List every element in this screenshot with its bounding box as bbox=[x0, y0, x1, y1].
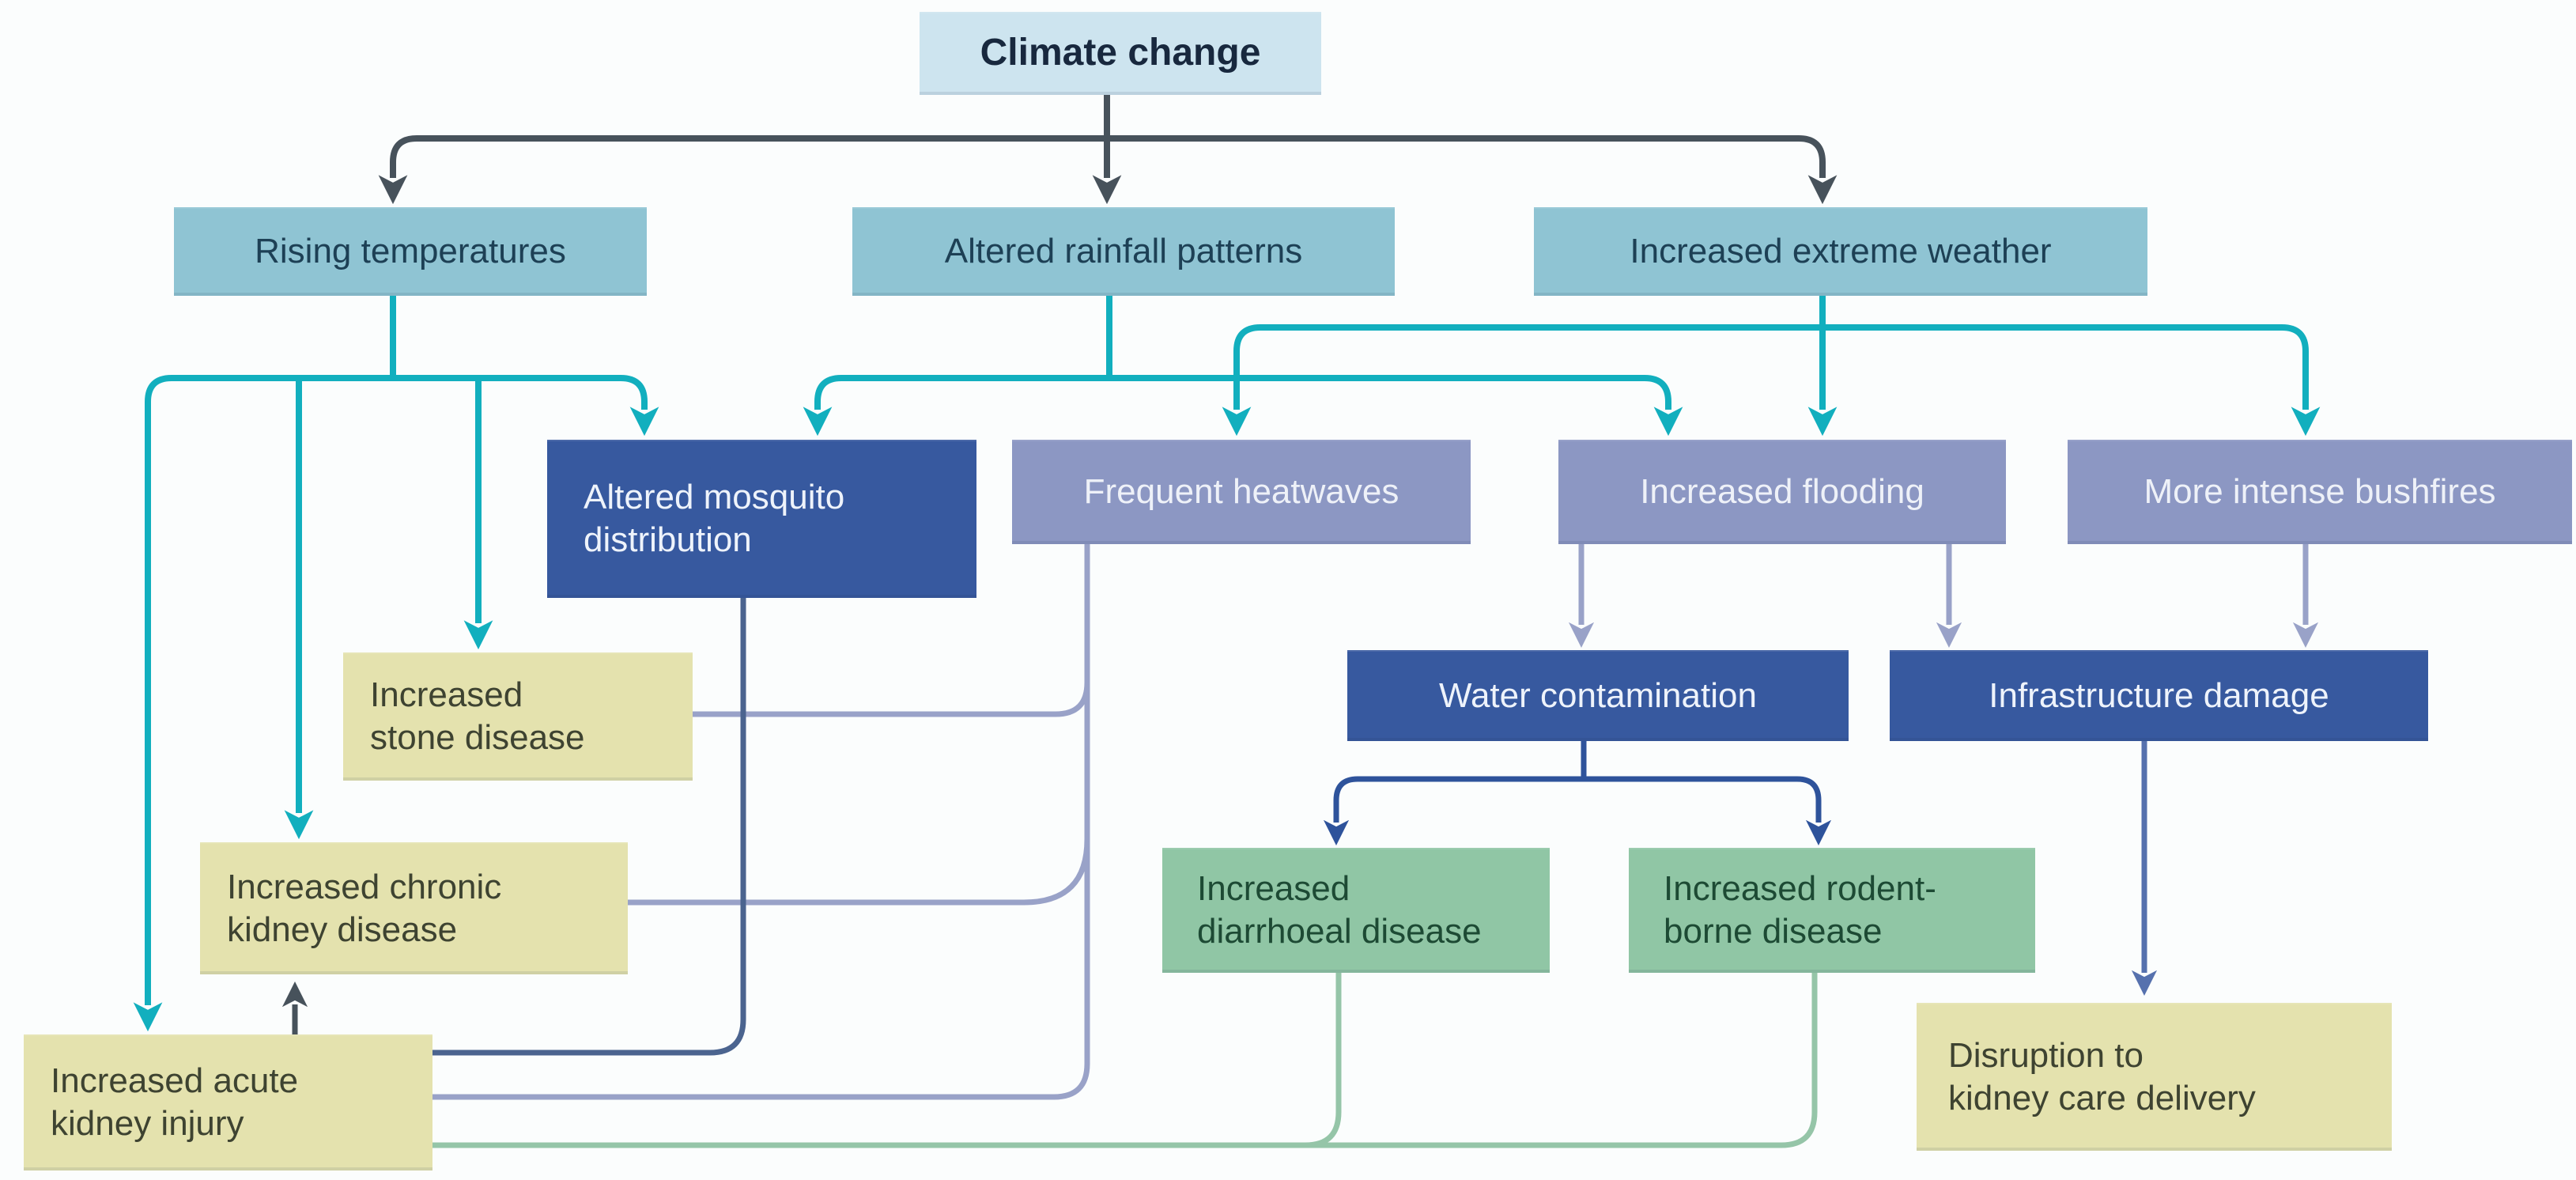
node-increased-chronic-kidney-disease: Increased chronic kidney disease bbox=[200, 842, 628, 974]
node-increased-rodent-borne-disease: Increased rodent- borne disease bbox=[1629, 848, 2035, 973]
edge-extreme-heatwaves bbox=[1222, 324, 1822, 437]
edge-extreme-bushfires bbox=[1822, 324, 2321, 437]
edges-water-branch bbox=[1323, 741, 1832, 845]
edges-climate-fanout bbox=[281, 95, 1838, 1034]
node-increased-stone-disease: Increased stone disease bbox=[343, 652, 693, 781]
node-climate-change: Climate change bbox=[920, 12, 1321, 95]
edge-climate-rising bbox=[378, 135, 1107, 205]
edge-mosquito-acute bbox=[405, 598, 746, 1066]
edge-heatwaves-acute bbox=[405, 544, 1090, 1110]
node-rising-temperatures: Rising temperatures bbox=[174, 207, 647, 296]
edges-green bbox=[405, 973, 1818, 1159]
node-increased-flooding: Increased flooding bbox=[1558, 440, 2006, 544]
edge-rainfall-flooding bbox=[1109, 375, 1683, 437]
edge-water-rodent bbox=[1584, 776, 1832, 845]
node-increased-diarrhoeal-disease: Increased diarrhoeal disease bbox=[1162, 848, 1550, 973]
node-altered-rainfall-patterns: Altered rainfall patterns bbox=[852, 207, 1395, 296]
node-altered-mosquito-distribution: Altered mosquito distribution bbox=[547, 440, 976, 598]
node-more-intense-bushfires: More intense bushfires bbox=[2068, 440, 2572, 544]
node-frequent-heatwaves: Frequent heatwaves bbox=[1012, 440, 1471, 544]
edges-teal-branches bbox=[133, 296, 2321, 1032]
edge-rising-acute bbox=[133, 375, 393, 1032]
edges-periwinkle bbox=[405, 544, 2319, 1110]
node-increased-acute-kidney-injury: Increased acute kidney injury bbox=[24, 1034, 432, 1171]
edge-rising-mosquito bbox=[393, 375, 659, 437]
edge-diarrhoeal-acute bbox=[1305, 973, 1342, 1148]
node-water-contamination: Water contamination bbox=[1347, 650, 1849, 741]
node-infrastructure-damage: Infrastructure damage bbox=[1890, 650, 2428, 741]
edge-heatwaves-stone bbox=[665, 682, 1090, 728]
node-disruption-kidney-care-delivery: Disruption to kidney care delivery bbox=[1917, 1003, 2392, 1151]
edge-heatwaves-chronic bbox=[598, 838, 1090, 916]
node-increased-extreme-weather: Increased extreme weather bbox=[1534, 207, 2147, 296]
edge-water-diarrhoeal bbox=[1323, 776, 1584, 845]
edge-rodent-acute bbox=[405, 973, 1818, 1159]
edge-climate-extreme bbox=[1107, 135, 1838, 205]
edge-rainfall-mosquito bbox=[803, 375, 1109, 437]
